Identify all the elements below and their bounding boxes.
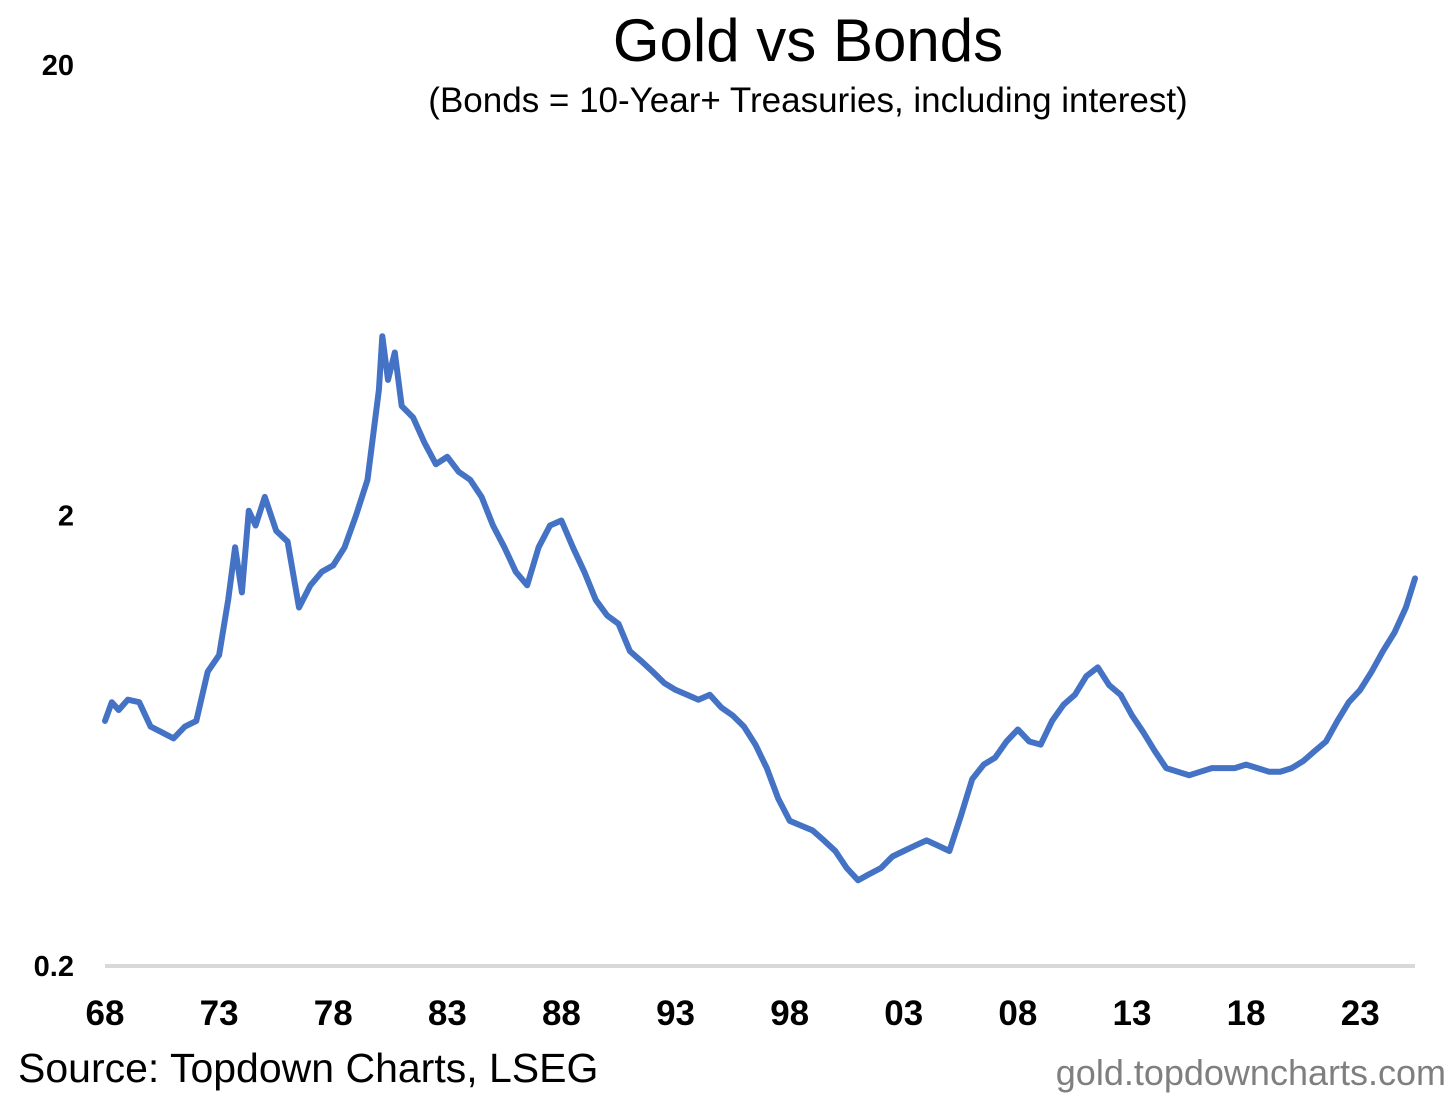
x-tick-label: 23 [1341, 994, 1380, 1033]
x-tick-label: 18 [1227, 994, 1266, 1033]
x-tick-label: 13 [1113, 994, 1152, 1033]
x-tick-label: 93 [656, 994, 695, 1033]
x-tick-label: 68 [86, 994, 125, 1033]
chart-subtitle: (Bonds = 10-Year+ Treasuries, including … [428, 81, 1187, 120]
y-axis-ticks: 20 2 0.2 [34, 50, 74, 983]
gold-bonds-ratio-line [102, 333, 1418, 884]
x-tick-label: 88 [542, 994, 581, 1033]
x-tick-label: 83 [428, 994, 467, 1033]
x-axis-ticks: 68 73 78 83 88 93 98 03 08 13 18 23 [86, 994, 1380, 1033]
x-tick-label: 98 [770, 994, 809, 1033]
x-tick-label: 78 [314, 994, 353, 1033]
y-tick-label: 20 [42, 50, 74, 82]
x-tick-label: 73 [200, 994, 239, 1033]
y-tick-label: 2 [58, 501, 74, 533]
website-credit: gold.topdowncharts.com [1055, 1052, 1446, 1093]
chart-title: Gold vs Bonds [613, 7, 1003, 74]
x-tick-label: 08 [998, 994, 1037, 1033]
y-tick-label: 0.2 [34, 951, 74, 983]
source-note: Source: Topdown Charts, LSEG [18, 1045, 599, 1091]
x-tick-label: 03 [884, 994, 923, 1033]
